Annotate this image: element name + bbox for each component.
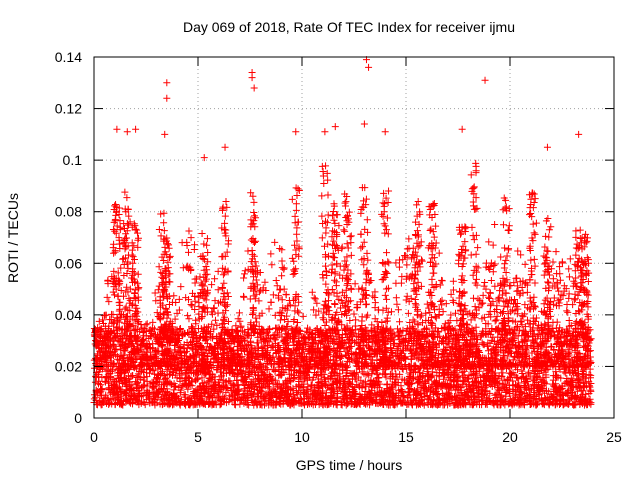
data-point xyxy=(275,380,283,388)
data-point xyxy=(556,343,564,351)
data-point xyxy=(410,374,418,382)
data-point xyxy=(140,376,148,384)
data-point xyxy=(303,327,311,335)
data-point xyxy=(533,339,541,347)
data-point xyxy=(248,392,256,400)
data-points xyxy=(90,56,595,409)
data-point xyxy=(98,386,105,394)
data-point xyxy=(486,389,494,397)
data-point xyxy=(312,370,320,378)
data-point xyxy=(509,369,517,377)
data-point xyxy=(482,381,490,389)
data-point xyxy=(535,331,543,339)
data-point xyxy=(177,363,185,371)
data-point xyxy=(499,369,507,377)
data-point xyxy=(117,346,125,354)
data-point xyxy=(434,328,442,336)
data-point xyxy=(112,351,120,359)
data-point xyxy=(407,346,415,354)
data-point xyxy=(194,375,202,383)
data-point xyxy=(514,374,522,382)
data-point xyxy=(231,400,239,408)
data-point xyxy=(565,351,573,359)
data-point xyxy=(361,378,369,386)
data-point xyxy=(414,355,422,363)
data-point xyxy=(184,385,192,393)
data-point xyxy=(240,336,248,344)
data-point xyxy=(222,378,230,386)
data-point xyxy=(352,350,360,358)
